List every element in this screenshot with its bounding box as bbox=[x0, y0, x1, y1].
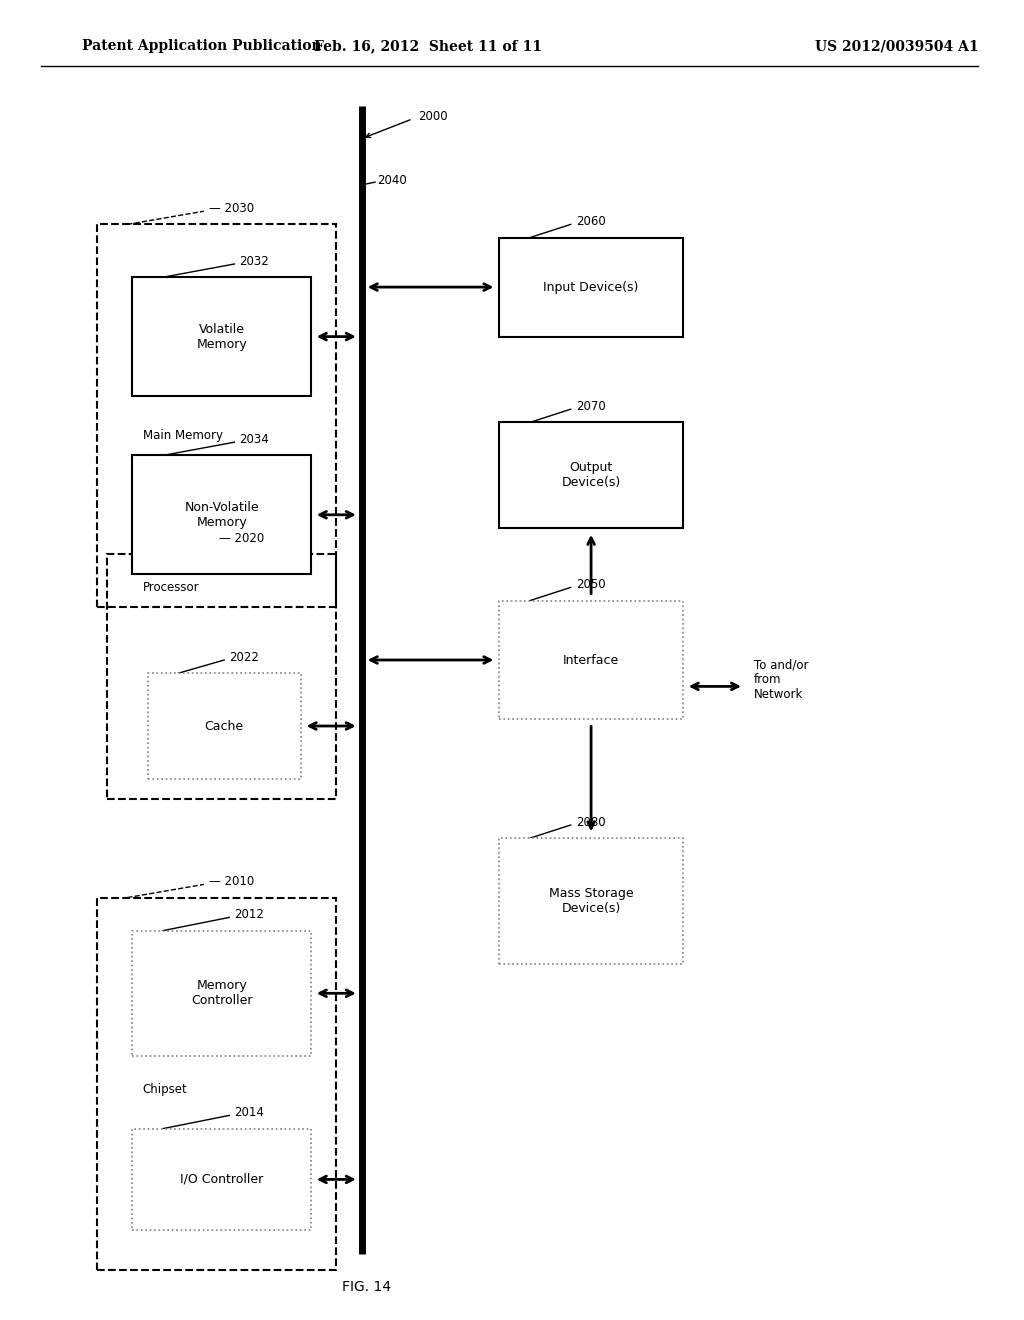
Text: Chipset: Chipset bbox=[142, 1082, 187, 1096]
Text: 2070: 2070 bbox=[575, 400, 605, 413]
FancyBboxPatch shape bbox=[500, 422, 683, 528]
Text: I/O Controller: I/O Controller bbox=[180, 1173, 263, 1185]
FancyBboxPatch shape bbox=[500, 238, 683, 337]
Text: 2012: 2012 bbox=[234, 908, 264, 921]
Text: — 2010: — 2010 bbox=[209, 875, 254, 888]
FancyBboxPatch shape bbox=[500, 601, 683, 719]
Text: Processor: Processor bbox=[142, 581, 200, 594]
Text: Interface: Interface bbox=[563, 653, 620, 667]
Text: Output
Device(s): Output Device(s) bbox=[561, 461, 621, 490]
Text: Volatile
Memory: Volatile Memory bbox=[197, 322, 247, 351]
Text: Main Memory: Main Memory bbox=[142, 429, 222, 442]
Text: Input Device(s): Input Device(s) bbox=[544, 281, 639, 293]
Text: 2080: 2080 bbox=[575, 816, 605, 829]
Text: Cache: Cache bbox=[205, 719, 244, 733]
Text: Non-Volatile
Memory: Non-Volatile Memory bbox=[184, 500, 259, 529]
Text: Patent Application Publication: Patent Application Publication bbox=[82, 40, 322, 53]
FancyBboxPatch shape bbox=[132, 931, 311, 1056]
Text: — 2030: — 2030 bbox=[209, 202, 254, 215]
Text: 2040: 2040 bbox=[377, 174, 407, 187]
Text: 2022: 2022 bbox=[229, 651, 259, 664]
Text: Feb. 16, 2012  Sheet 11 of 11: Feb. 16, 2012 Sheet 11 of 11 bbox=[314, 40, 542, 53]
Text: 2000: 2000 bbox=[418, 110, 447, 123]
FancyBboxPatch shape bbox=[147, 673, 301, 779]
Text: 2032: 2032 bbox=[240, 255, 269, 268]
FancyBboxPatch shape bbox=[132, 1129, 311, 1230]
Text: US 2012/0039504 A1: US 2012/0039504 A1 bbox=[815, 40, 979, 53]
Text: 2060: 2060 bbox=[575, 215, 605, 228]
Text: — 2020: — 2020 bbox=[219, 532, 264, 545]
Text: To and/or
from
Network: To and/or from Network bbox=[754, 659, 809, 701]
Text: 2050: 2050 bbox=[575, 578, 605, 591]
Text: Memory
Controller: Memory Controller bbox=[190, 979, 252, 1007]
Text: 2014: 2014 bbox=[234, 1106, 264, 1119]
FancyBboxPatch shape bbox=[132, 455, 311, 574]
Text: Mass Storage
Device(s): Mass Storage Device(s) bbox=[549, 887, 634, 915]
Text: 2034: 2034 bbox=[240, 433, 269, 446]
FancyBboxPatch shape bbox=[132, 277, 311, 396]
FancyBboxPatch shape bbox=[500, 838, 683, 964]
Text: FIG. 14: FIG. 14 bbox=[342, 1280, 391, 1294]
